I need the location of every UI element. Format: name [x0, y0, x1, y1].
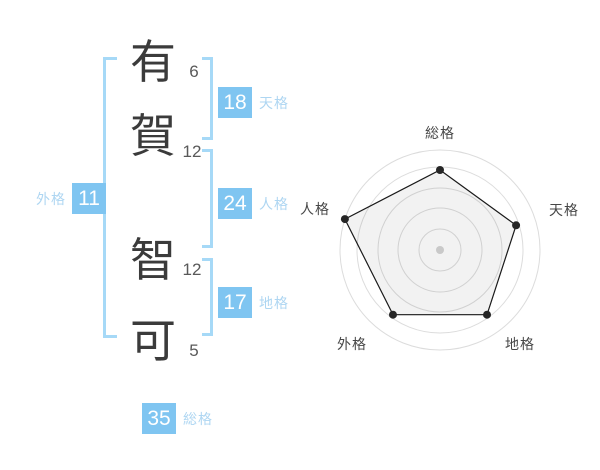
- radar-axis-label-gaikaku: 外格: [337, 336, 367, 352]
- tenkaku-label: 天格: [259, 94, 289, 111]
- radar-axis-label-chikaku: 地格: [505, 336, 535, 352]
- score-row-gaikaku: 外格 11: [36, 183, 106, 214]
- stroke-count-char-3: 12: [182, 260, 202, 279]
- tenkaku-bracket: [202, 57, 213, 140]
- soukaku-label: 総格: [183, 410, 213, 427]
- name-char-3: 智: [130, 234, 176, 286]
- chikaku-value-badge: 17: [218, 287, 252, 318]
- chikaku-bracket: [202, 258, 213, 336]
- jinkaku-label: 人格: [259, 195, 289, 212]
- jinkaku-bracket: [202, 149, 213, 248]
- gaikaku-label: 外格: [36, 190, 66, 207]
- chikaku-label: 地格: [259, 294, 289, 311]
- score-row-soukaku: 35 総格: [142, 403, 213, 434]
- name-char-2: 賀: [130, 110, 176, 162]
- stroke-count-char-2: 12: [182, 142, 202, 161]
- jinkaku-value-badge: 24: [218, 188, 252, 219]
- score-row-chikaku: 17 地格: [218, 287, 289, 318]
- radar-axis-label-jinkaku: 人格: [300, 201, 330, 217]
- stroke-count-char-4: 5: [189, 341, 199, 360]
- score-row-jinkaku: 24 人格: [218, 188, 289, 219]
- radar-axis-label-tenkaku: 天格: [549, 202, 579, 218]
- name-char-4: 可: [130, 315, 176, 367]
- score-row-tenkaku: 18 天格: [218, 87, 289, 118]
- name-char-1: 有: [130, 36, 176, 88]
- radar-chart-svg: [339, 149, 541, 351]
- radar-axis-label-soukaku: 総格: [425, 125, 455, 141]
- gaikaku-value-badge: 11: [72, 183, 106, 214]
- stroke-count-char-1: 6: [189, 62, 199, 81]
- tenkaku-value-badge: 18: [218, 87, 252, 118]
- soukaku-value-badge: 35: [142, 403, 176, 434]
- radar-chart: [320, 130, 560, 370]
